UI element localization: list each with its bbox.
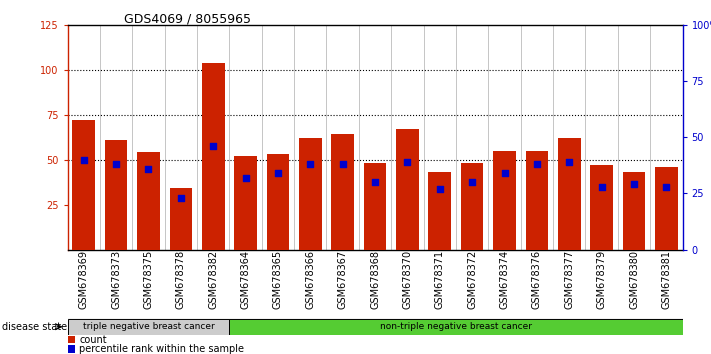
Text: triple negative breast cancer: triple negative breast cancer <box>82 322 214 331</box>
Bar <box>169 188 192 250</box>
Text: GSM678369: GSM678369 <box>79 250 89 309</box>
Text: count: count <box>80 335 107 344</box>
Bar <box>68 336 75 343</box>
Point <box>208 143 219 149</box>
Bar <box>202 63 225 250</box>
Text: GSM678382: GSM678382 <box>208 250 218 309</box>
Text: GSM678364: GSM678364 <box>240 250 250 309</box>
Bar <box>461 163 483 250</box>
Point <box>499 170 510 176</box>
Bar <box>137 153 160 250</box>
Point <box>531 161 542 167</box>
Bar <box>105 140 127 250</box>
Bar <box>68 345 75 353</box>
Bar <box>73 120 95 250</box>
Text: GSM678367: GSM678367 <box>338 250 348 309</box>
Bar <box>364 163 386 250</box>
Point <box>402 159 413 165</box>
Bar <box>68 319 230 335</box>
Text: GDS4069 / 8055965: GDS4069 / 8055965 <box>124 12 252 25</box>
Text: GSM678372: GSM678372 <box>467 250 477 309</box>
Point <box>143 166 154 171</box>
Text: GSM678380: GSM678380 <box>629 250 639 309</box>
Point <box>110 161 122 167</box>
Point <box>564 159 575 165</box>
Bar <box>558 138 581 250</box>
Text: GSM678370: GSM678370 <box>402 250 412 309</box>
Bar <box>429 172 451 250</box>
Bar <box>230 319 683 335</box>
Bar <box>655 167 678 250</box>
Text: GSM678375: GSM678375 <box>144 250 154 309</box>
Text: GSM678374: GSM678374 <box>500 250 510 309</box>
Point <box>661 184 672 189</box>
Point <box>78 157 90 162</box>
Point <box>596 184 607 189</box>
Point <box>629 182 640 187</box>
Bar <box>396 129 419 250</box>
Text: percentile rank within the sample: percentile rank within the sample <box>80 344 245 354</box>
Bar <box>623 172 646 250</box>
Text: GSM678381: GSM678381 <box>661 250 671 309</box>
Text: GSM678366: GSM678366 <box>305 250 315 309</box>
Text: GSM678365: GSM678365 <box>273 250 283 309</box>
Point <box>175 195 186 201</box>
Point <box>466 179 478 185</box>
Bar <box>299 138 321 250</box>
Bar <box>590 165 613 250</box>
Point <box>272 170 284 176</box>
Text: GSM678373: GSM678373 <box>111 250 121 309</box>
Text: GSM678368: GSM678368 <box>370 250 380 309</box>
Point <box>337 161 348 167</box>
Text: GSM678377: GSM678377 <box>565 250 574 309</box>
Text: disease state: disease state <box>2 322 68 332</box>
Bar <box>331 135 354 250</box>
Point <box>304 161 316 167</box>
Point <box>370 179 381 185</box>
Text: GSM678371: GSM678371 <box>435 250 445 309</box>
Bar <box>493 151 516 250</box>
Text: GSM678378: GSM678378 <box>176 250 186 309</box>
Text: GSM678379: GSM678379 <box>597 250 606 309</box>
Bar <box>525 151 548 250</box>
Text: GSM678376: GSM678376 <box>532 250 542 309</box>
Bar <box>234 156 257 250</box>
Bar <box>267 154 289 250</box>
Point <box>434 186 446 192</box>
Point <box>240 175 251 181</box>
Text: non-triple negative breast cancer: non-triple negative breast cancer <box>380 322 532 331</box>
